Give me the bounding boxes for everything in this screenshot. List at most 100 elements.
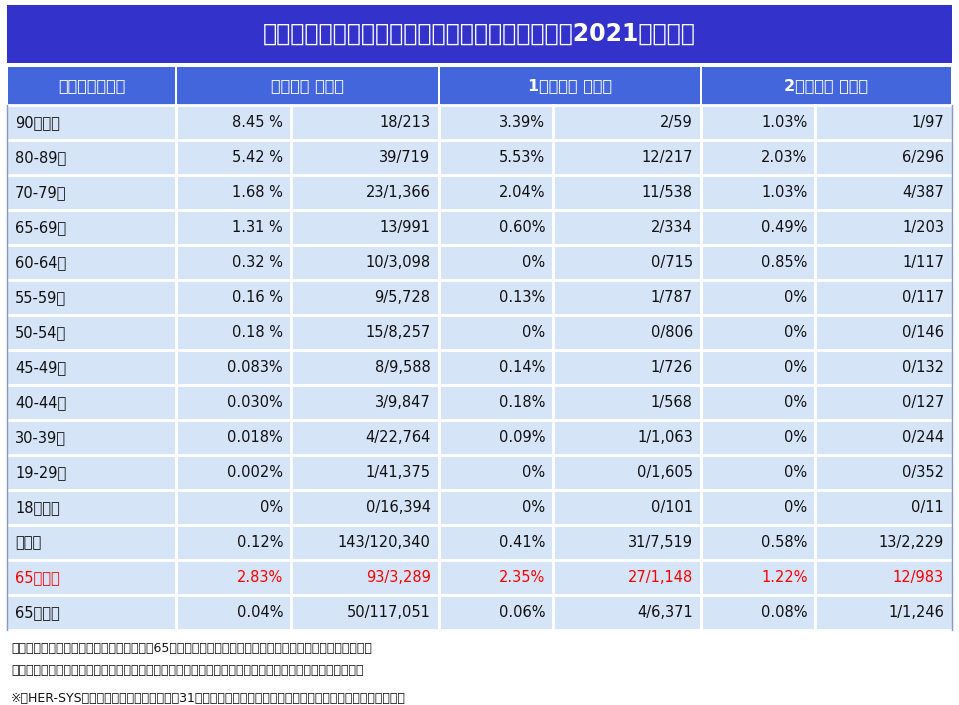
Text: 31/7,519: 31/7,519	[628, 535, 692, 550]
Bar	[8, 67, 175, 105]
Text: 0.002%: 0.002%	[227, 465, 283, 480]
Text: 0.09%: 0.09%	[499, 430, 546, 445]
Bar	[177, 67, 437, 105]
Text: 39/719: 39/719	[380, 150, 431, 165]
Text: 1回接種者 致死率: 1回接種者 致死率	[527, 78, 612, 94]
Text: 0.18 %: 0.18 %	[232, 325, 283, 340]
Text: 3/9,847: 3/9,847	[375, 395, 431, 410]
Text: 8/9,588: 8/9,588	[375, 360, 431, 375]
Text: 0.08%: 0.08%	[760, 605, 807, 620]
Text: 12/983: 12/983	[893, 570, 944, 585]
Text: 11/538: 11/538	[642, 185, 692, 200]
Text: 65歳未満: 65歳未満	[15, 605, 59, 620]
Bar	[7, 245, 952, 280]
Text: 0%: 0%	[522, 325, 546, 340]
Text: 0.06%: 0.06%	[499, 605, 546, 620]
Text: 50-54歳: 50-54歳	[15, 325, 66, 340]
Text: 13/991: 13/991	[380, 220, 431, 235]
Bar	[439, 67, 700, 105]
Text: 0.13%: 0.13%	[499, 290, 546, 305]
Text: 1.31 %: 1.31 %	[232, 220, 283, 235]
Bar	[7, 5, 952, 63]
Text: 0%: 0%	[784, 465, 807, 480]
Text: 0.58%: 0.58%	[761, 535, 807, 550]
Bar	[7, 385, 952, 420]
Text: 5.53%: 5.53%	[499, 150, 546, 165]
Bar	[7, 175, 952, 210]
Text: 2回接種者 致死率: 2回接種者 致死率	[784, 78, 869, 94]
Text: 0.85%: 0.85%	[761, 255, 807, 270]
Text: 45-49歳: 45-49歳	[15, 360, 66, 375]
Text: 15/8,257: 15/8,257	[365, 325, 431, 340]
Text: 18/213: 18/213	[380, 115, 431, 130]
Text: 1/726: 1/726	[650, 360, 692, 375]
Text: コロナ陽性患者: コロナ陽性患者	[58, 78, 126, 94]
Text: 0/101: 0/101	[650, 500, 692, 515]
Bar	[7, 490, 952, 525]
Text: 0%: 0%	[784, 325, 807, 340]
Text: 2.04%: 2.04%	[499, 185, 546, 200]
Text: 0%: 0%	[784, 430, 807, 445]
Text: 93/3,289: 93/3,289	[365, 570, 431, 585]
Text: 0/715: 0/715	[650, 255, 692, 270]
Text: 0.04%: 0.04%	[237, 605, 283, 620]
Bar	[7, 525, 952, 560]
Text: 4/22,764: 4/22,764	[365, 430, 431, 445]
Text: 30-39歳: 30-39歳	[15, 430, 66, 445]
Text: 65歳以上: 65歳以上	[15, 570, 59, 585]
Text: 0/16,394: 0/16,394	[365, 500, 431, 515]
Text: 未接種者 致死率: 未接種者 致死率	[271, 78, 344, 94]
Text: 0.32 %: 0.32 %	[232, 255, 283, 270]
Text: 0/11: 0/11	[911, 500, 944, 515]
Text: 1/1,246: 1/1,246	[888, 605, 944, 620]
Text: 全年齢: 全年齢	[15, 535, 41, 550]
Text: コロナ感染陽性者のワクチン接種回数と致死率（2021年７月）: コロナ感染陽性者のワクチン接種回数と致死率（2021年７月）	[263, 22, 696, 46]
Bar	[702, 67, 951, 105]
Text: 0.14%: 0.14%	[499, 360, 546, 375]
Text: 0/352: 0/352	[902, 465, 944, 480]
Text: 6/296: 6/296	[902, 150, 944, 165]
Text: 0/117: 0/117	[901, 290, 944, 305]
Text: 0/806: 0/806	[650, 325, 692, 340]
Text: 0%: 0%	[260, 500, 283, 515]
Text: 0/146: 0/146	[902, 325, 944, 340]
Text: 0.12%: 0.12%	[237, 535, 283, 550]
Text: 60-64歳: 60-64歳	[15, 255, 66, 270]
Text: 19-29歳: 19-29歳	[15, 465, 66, 480]
Text: 0.018%: 0.018%	[227, 430, 283, 445]
Bar	[7, 560, 952, 595]
Text: 143/120,340: 143/120,340	[338, 535, 431, 550]
Text: 1/117: 1/117	[902, 255, 944, 270]
Text: 1/41,375: 1/41,375	[365, 465, 431, 480]
Text: 1/568: 1/568	[651, 395, 692, 410]
Text: 55-59歳: 55-59歳	[15, 290, 66, 305]
Text: 0%: 0%	[784, 395, 807, 410]
Text: 70-79歳: 70-79歳	[15, 185, 66, 200]
Text: 40-44歳: 40-44歳	[15, 395, 66, 410]
Text: 12/217: 12/217	[642, 150, 692, 165]
Text: 0.083%: 0.083%	[227, 360, 283, 375]
Text: 2/334: 2/334	[651, 220, 692, 235]
Bar	[7, 140, 952, 175]
Text: 5.42 %: 5.42 %	[232, 150, 283, 165]
Text: 0%: 0%	[784, 360, 807, 375]
Text: 1/97: 1/97	[911, 115, 944, 130]
Text: 0%: 0%	[522, 500, 546, 515]
Text: 1.68 %: 1.68 %	[232, 185, 283, 200]
Text: 0/244: 0/244	[901, 430, 944, 445]
Text: 18歳以下: 18歳以下	[15, 500, 59, 515]
Text: 1/787: 1/787	[650, 290, 692, 305]
Text: 2.03%: 2.03%	[761, 150, 807, 165]
Text: 80-89歳: 80-89歳	[15, 150, 66, 165]
Text: 23/1,366: 23/1,366	[365, 185, 431, 200]
Text: 0.60%: 0.60%	[499, 220, 546, 235]
Text: 50/117,051: 50/117,051	[346, 605, 431, 620]
Text: 0.41%: 0.41%	[499, 535, 546, 550]
Text: 27/1,148: 27/1,148	[627, 570, 692, 585]
Text: 1/203: 1/203	[902, 220, 944, 235]
Text: 0%: 0%	[522, 465, 546, 480]
Text: 1.22%: 1.22%	[760, 570, 807, 585]
Text: 0%: 0%	[784, 290, 807, 305]
Bar	[7, 595, 952, 630]
Bar	[7, 105, 952, 140]
